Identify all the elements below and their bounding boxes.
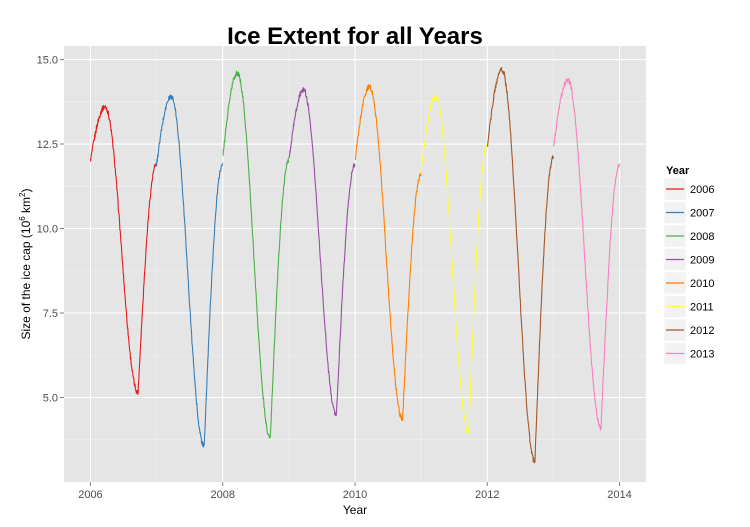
x-tick-label: 2006 bbox=[78, 489, 102, 501]
x-tick-label: 2010 bbox=[343, 489, 367, 501]
x-axis-title: Year bbox=[343, 503, 367, 517]
legend-label: 2009 bbox=[690, 255, 714, 267]
legend-item-2012: 2012 bbox=[663, 318, 714, 342]
legend-item-2010: 2010 bbox=[663, 271, 714, 295]
legend-item-2006: 2006 bbox=[663, 177, 714, 201]
chart-title: Ice Extent for all Years bbox=[227, 23, 483, 50]
series-line-2007 bbox=[156, 94, 224, 448]
legend-label: 2007 bbox=[690, 208, 714, 220]
y-axis-title-close: ) bbox=[19, 189, 33, 193]
legend-label: 2006 bbox=[690, 184, 714, 196]
x-tick-label: 2008 bbox=[210, 489, 234, 501]
x-axis: 2006 2008 2010 2012 2014 bbox=[78, 482, 632, 501]
y-tick-label: 10.0 bbox=[37, 224, 58, 236]
y-axis-title-exponent: 6 bbox=[18, 216, 27, 221]
y-axis: 5.0 7.5 10.0 12.5 15.0 bbox=[37, 55, 64, 405]
y-tick-label: 12.5 bbox=[37, 139, 58, 151]
y-axis-title-unit: km bbox=[19, 197, 33, 216]
series-lines bbox=[89, 67, 621, 464]
legend-item-2009: 2009 bbox=[663, 248, 714, 271]
series-line-2011 bbox=[420, 94, 488, 434]
y-tick-label: 15.0 bbox=[37, 55, 58, 67]
series-line-2006 bbox=[89, 105, 158, 396]
y-tick-label: 5.0 bbox=[43, 393, 58, 405]
legend-label: 2008 bbox=[690, 231, 714, 243]
legend-label: 2012 bbox=[690, 325, 714, 337]
legend-title: Year bbox=[666, 165, 690, 177]
y-axis-title: Size of the ice cap (106 km2) bbox=[18, 189, 33, 340]
series-line-2008 bbox=[222, 70, 290, 439]
series-line-2010 bbox=[354, 84, 422, 422]
x-tick-label: 2012 bbox=[475, 489, 499, 501]
series-line-2009 bbox=[288, 87, 356, 417]
y-axis-title-prefix: Size of the ice cap (10 bbox=[19, 220, 33, 339]
legend-item-2011: 2011 bbox=[663, 295, 714, 318]
series-line-2012 bbox=[486, 67, 554, 464]
legend: Year 2006 2007 2008 2009 2010 2011 2012 2013 bbox=[663, 165, 714, 365]
y-tick-label: 7.5 bbox=[43, 308, 58, 320]
legend-item-2008: 2008 bbox=[663, 224, 714, 248]
x-tick-label: 2014 bbox=[607, 489, 631, 501]
legend-label: 2010 bbox=[690, 278, 714, 290]
legend-item-2007: 2007 bbox=[663, 201, 714, 224]
y-axis-title-unit-exponent: 2 bbox=[18, 192, 27, 197]
legend-label: 2013 bbox=[690, 349, 714, 361]
legend-item-2013: 2013 bbox=[663, 342, 714, 365]
major-grid bbox=[64, 46, 646, 482]
series-line-2013 bbox=[552, 78, 621, 431]
legend-label: 2011 bbox=[690, 302, 714, 314]
